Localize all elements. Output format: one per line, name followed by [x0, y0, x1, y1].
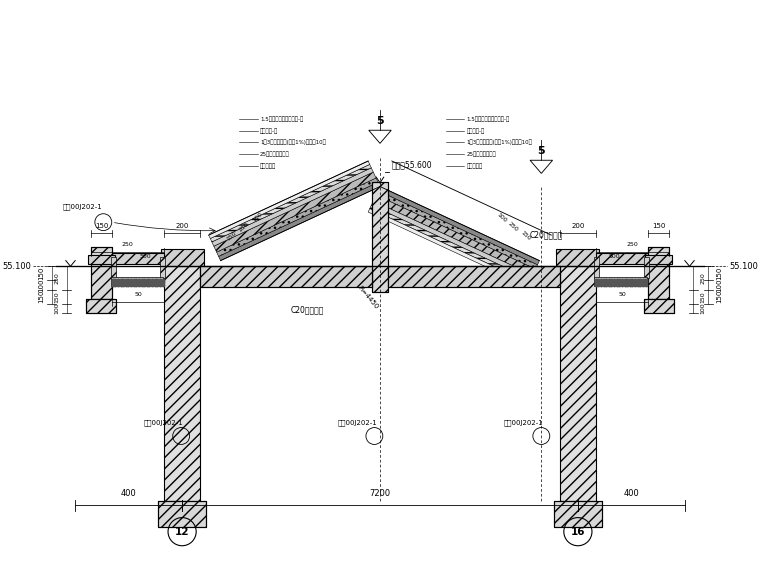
Bar — [594, 276, 648, 286]
Text: 150: 150 — [38, 290, 44, 303]
Text: 100: 100 — [54, 303, 59, 314]
Text: 5: 5 — [376, 116, 384, 125]
Text: 1.5厚三元乙丙防水卷材-上: 1.5厚三元乙丙防水卷材-上 — [260, 116, 303, 122]
Polygon shape — [217, 178, 378, 256]
Text: 250: 250 — [54, 272, 59, 284]
Text: C20素混凝土: C20素混凝土 — [530, 231, 563, 240]
Text: 400: 400 — [623, 489, 639, 498]
Bar — [644, 299, 673, 313]
Polygon shape — [372, 201, 533, 279]
Text: 25厚虹花板谷盐层: 25厚虹花板谷盐层 — [467, 152, 496, 157]
Polygon shape — [219, 182, 380, 260]
Polygon shape — [212, 168, 373, 246]
Bar — [200, 266, 372, 287]
Bar — [200, 266, 372, 287]
Bar — [158, 500, 207, 527]
Text: 参见00J202-1: 参见00J202-1 — [337, 420, 378, 426]
Bar — [372, 182, 388, 292]
Bar — [87, 299, 116, 313]
Polygon shape — [369, 205, 530, 283]
Text: 1.5厚三元乙丙防水卷材-上: 1.5厚三元乙丙防水卷材-上 — [467, 116, 509, 122]
Text: 12: 12 — [175, 527, 189, 537]
Text: 现浇混凝土: 现浇混凝土 — [260, 163, 276, 169]
Text: 150: 150 — [95, 223, 108, 229]
Polygon shape — [209, 161, 369, 238]
Bar — [158, 500, 207, 527]
Text: 150: 150 — [701, 291, 706, 303]
Text: 50: 50 — [618, 292, 625, 297]
Bar — [648, 247, 669, 299]
Bar — [111, 276, 163, 286]
Bar — [91, 247, 112, 299]
Text: 200: 200 — [176, 223, 188, 229]
Text: 100: 100 — [38, 278, 44, 292]
Bar — [91, 247, 112, 299]
Bar — [164, 266, 200, 500]
Text: 100: 100 — [701, 303, 706, 314]
Text: 150: 150 — [38, 267, 44, 280]
Text: 16: 16 — [571, 527, 585, 537]
Text: 1：3水泥抄渗层(掉小1%)，最小10厘: 1：3水泥抄渗层(掉小1%)，最小10厘 — [260, 140, 326, 145]
Text: 7200: 7200 — [369, 489, 391, 498]
Polygon shape — [211, 164, 372, 242]
Bar — [648, 247, 669, 299]
Text: 400: 400 — [121, 489, 137, 498]
Bar — [372, 182, 388, 292]
Text: 现浇混凝土: 现浇混凝土 — [467, 163, 483, 169]
Bar — [111, 257, 116, 278]
Text: 250: 250 — [507, 221, 519, 233]
Text: R=4450: R=4450 — [356, 284, 379, 310]
Polygon shape — [368, 209, 529, 286]
Text: 防水卷材-下: 防水卷材-下 — [467, 128, 485, 133]
Text: 250: 250 — [122, 242, 134, 247]
Polygon shape — [378, 186, 540, 265]
Text: C20素混凝土: C20素混凝土 — [291, 306, 325, 315]
Bar — [553, 500, 602, 527]
Bar — [388, 266, 560, 287]
Bar — [644, 299, 673, 313]
Text: 参见00J202-1: 参见00J202-1 — [144, 420, 183, 426]
Text: 200: 200 — [572, 223, 584, 229]
Text: 防水卷材-下: 防水卷材-下 — [260, 128, 278, 133]
Text: 150: 150 — [716, 290, 722, 303]
Text: 500: 500 — [609, 254, 620, 259]
Text: 55.100: 55.100 — [729, 262, 758, 271]
Text: 250: 250 — [238, 221, 250, 233]
Bar — [388, 266, 560, 287]
Text: 25厚虹花板谷盐层: 25厚虹花板谷盐层 — [260, 152, 290, 157]
Polygon shape — [214, 172, 376, 252]
Text: 150: 150 — [652, 223, 665, 229]
Text: 500: 500 — [140, 254, 151, 259]
Polygon shape — [373, 195, 536, 275]
Bar — [560, 266, 596, 500]
Bar — [160, 249, 204, 266]
Bar — [594, 257, 600, 278]
Text: 250: 250 — [626, 242, 638, 247]
Bar — [88, 255, 115, 264]
Text: 100: 100 — [252, 211, 264, 223]
Text: 1：3水泥抄渗层(掉小1%)，最小10厘: 1：3水泥抄渗层(掉小1%)，最小10厘 — [467, 140, 532, 145]
Bar — [596, 253, 648, 264]
Text: 150: 150 — [519, 230, 531, 242]
Bar — [87, 299, 116, 313]
Text: 100: 100 — [716, 278, 722, 292]
Text: 150: 150 — [226, 230, 238, 242]
Text: 55.100: 55.100 — [2, 262, 31, 271]
Text: 参见00J202-1: 参见00J202-1 — [504, 420, 543, 426]
Bar — [645, 255, 672, 264]
Text: 150: 150 — [54, 291, 59, 303]
Text: 横脊高55.600: 横脊高55.600 — [391, 161, 432, 170]
Text: 50: 50 — [135, 292, 142, 297]
Text: 250: 250 — [701, 272, 706, 284]
Polygon shape — [376, 191, 537, 269]
Text: 5: 5 — [537, 145, 545, 156]
Text: 100: 100 — [496, 211, 508, 223]
Text: 150: 150 — [716, 267, 722, 280]
Bar — [556, 249, 600, 266]
Bar — [112, 253, 164, 264]
Bar — [553, 500, 602, 527]
Bar — [160, 257, 165, 278]
Text: 参见00J202-1: 参见00J202-1 — [63, 204, 103, 210]
Bar — [644, 257, 649, 278]
